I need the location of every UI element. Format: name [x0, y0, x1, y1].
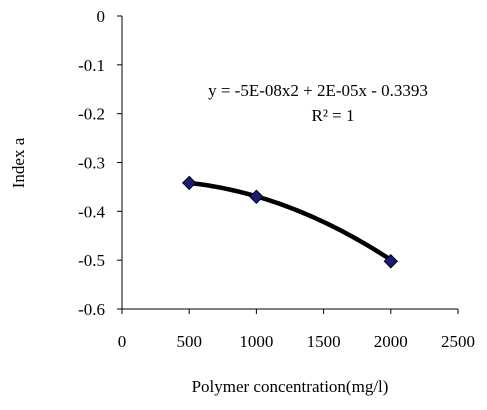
y-axis-label: Index a — [9, 137, 28, 188]
axes — [121, 16, 458, 310]
equation-annotation: y = -5E-08x2 + 2E-05x - 0.3393 — [208, 81, 428, 100]
data-points — [181, 175, 399, 269]
y-tick-label: -0.4 — [78, 202, 105, 221]
y-tick-label: -0.1 — [78, 56, 105, 75]
r-squared-annotation: R² = 1 — [311, 106, 354, 125]
x-tick-label: 0 — [118, 332, 127, 351]
x-tick-label: 2000 — [374, 332, 408, 351]
x-axis-label: Polymer concentration(mg/l) — [192, 377, 389, 396]
x-tick-label: 2500 — [441, 332, 475, 351]
y-tick-label: -0.6 — [78, 300, 105, 319]
trendline — [186, 180, 394, 263]
trendline-group — [186, 180, 394, 263]
x-tick-label: 1500 — [307, 332, 341, 351]
y-axis-ticks: 0 -0.1 -0.2 -0.3 -0.4 -0.5 -0.6 — [78, 7, 122, 319]
data-point — [383, 254, 399, 269]
data-point — [181, 175, 197, 191]
y-tick-label: -0.2 — [78, 105, 105, 124]
x-tick-label: 1000 — [239, 332, 273, 351]
y-tick-label: -0.3 — [78, 154, 105, 173]
y-tick-label: 0 — [97, 7, 106, 26]
x-axis-ticks: 0 500 1000 1500 2000 2500 — [118, 309, 475, 351]
x-tick-label: 500 — [176, 332, 202, 351]
data-point — [249, 189, 264, 204]
y-tick-label: -0.5 — [78, 251, 105, 270]
